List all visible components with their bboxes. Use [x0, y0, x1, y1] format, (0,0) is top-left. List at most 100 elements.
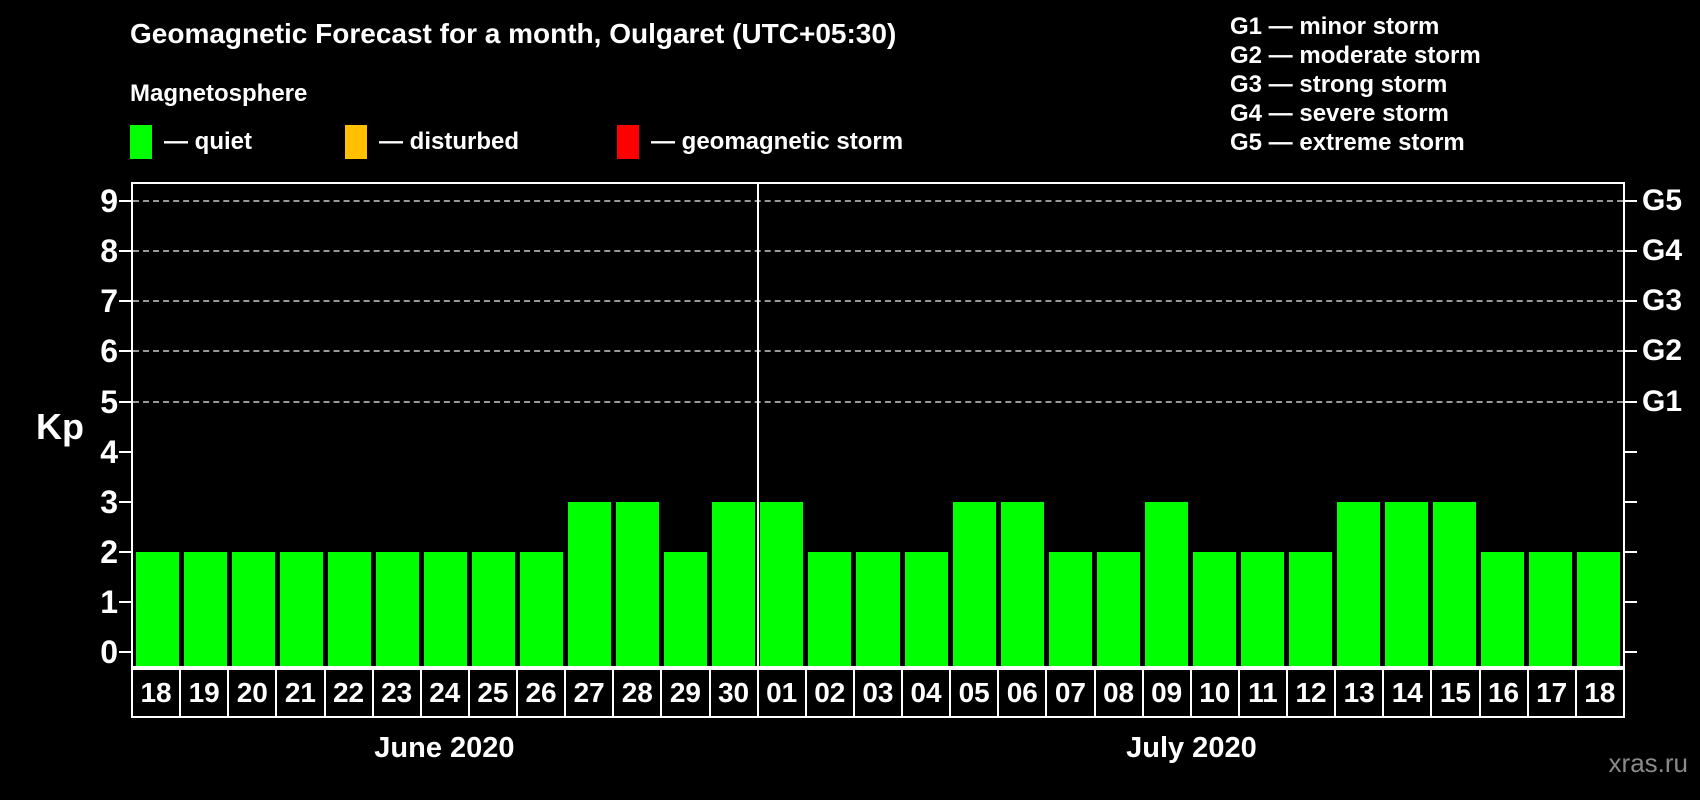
day-label-11: 11 — [1237, 668, 1288, 718]
y-tick-label-0: 0 — [100, 634, 118, 670]
legend-label-geomagnetic-storm: — geomagnetic storm — [651, 128, 904, 155]
kp-bar-18 — [1577, 551, 1621, 666]
day-label-14: 14 — [1382, 668, 1433, 718]
month-label-july: July 2020 — [1126, 732, 1257, 764]
left-tick-3 — [119, 500, 131, 503]
watermark: xras.ru — [1608, 748, 1688, 778]
kp-bar-13 — [1337, 501, 1381, 666]
day-label-23: 23 — [371, 668, 422, 718]
right-axis-label-g1: G1 — [1642, 384, 1683, 418]
right-tick-2 — [1625, 550, 1637, 553]
kp-bar-11 — [1240, 551, 1285, 666]
kp-bar-07 — [1048, 551, 1092, 666]
y-tick-label-8: 8 — [100, 233, 118, 270]
day-label-28: 28 — [612, 668, 663, 718]
plot-area — [131, 182, 1625, 668]
right-tick-3 — [1625, 500, 1637, 503]
left-tick-6 — [119, 350, 131, 353]
kp-bar-03 — [856, 551, 900, 666]
day-label-05: 05 — [949, 668, 1000, 718]
day-label-08: 08 — [1093, 668, 1144, 718]
month-divider-line — [756, 184, 759, 666]
left-tick-1 — [119, 600, 131, 603]
day-label-07: 07 — [1045, 668, 1096, 718]
gridline-kp-5 — [133, 400, 1623, 403]
kp-bar-08 — [1096, 551, 1140, 666]
kp-bar-25 — [471, 551, 515, 666]
kp-bar-22 — [327, 551, 371, 666]
legend-item-disturbed: — disturbed — [345, 124, 519, 160]
storm-color-swatch — [617, 125, 639, 159]
left-tick-9 — [119, 200, 131, 203]
day-label-25: 25 — [467, 668, 518, 718]
day-label-29: 29 — [660, 668, 711, 718]
day-label-06: 06 — [997, 668, 1048, 718]
day-label-09: 09 — [1141, 668, 1192, 718]
y-tick-label-1: 1 — [100, 583, 118, 620]
kp-bar-21 — [279, 551, 323, 666]
legend-label-disturbed: — disturbed — [379, 128, 520, 155]
kp-bar-30 — [712, 501, 756, 666]
day-label-21: 21 — [275, 668, 326, 718]
g-scale-legend: G1 — minor storm G2 — moderate storm G3 … — [1230, 12, 1481, 157]
y-tick-label-5: 5 — [100, 383, 118, 420]
kp-bar-20 — [231, 551, 275, 666]
gridline-kp-8 — [133, 250, 1623, 253]
g3-legend-line: G3 — strong storm — [1230, 71, 1448, 98]
g4-legend-line: G4 — severe storm — [1230, 100, 1449, 127]
kp-bar-23 — [375, 551, 419, 666]
kp-bar-12 — [1289, 551, 1333, 666]
g2-legend-line: G2 — moderate storm — [1230, 42, 1481, 69]
kp-bar-02 — [808, 551, 852, 666]
right-tick-9 — [1625, 200, 1637, 203]
day-label-12: 12 — [1286, 668, 1337, 718]
quiet-color-swatch — [130, 125, 152, 159]
gridline-kp-6 — [133, 350, 1623, 353]
day-label-27: 27 — [564, 668, 615, 718]
kp-bar-19 — [183, 551, 227, 666]
magnetosphere-label: Magnetosphere — [130, 80, 308, 107]
y-tick-label-2: 2 — [100, 533, 118, 570]
right-tick-5 — [1625, 400, 1637, 403]
kp-bar-01 — [760, 501, 804, 666]
left-tick-8 — [119, 250, 131, 253]
left-tick-2 — [119, 550, 131, 553]
right-axis-label-g2: G2 — [1642, 334, 1683, 368]
left-tick-4 — [119, 450, 131, 453]
kp-bar-14 — [1385, 501, 1429, 666]
kp-bar-27 — [568, 501, 612, 666]
kp-bar-18 — [135, 551, 179, 666]
month-label-june: June 2020 — [374, 732, 515, 764]
right-axis-label-g5: G5 — [1642, 184, 1683, 218]
left-tick-7 — [119, 300, 131, 303]
right-tick-0 — [1625, 651, 1637, 653]
day-label-17: 17 — [1526, 668, 1577, 718]
right-tick-1 — [1625, 600, 1637, 603]
day-label-13: 13 — [1334, 668, 1385, 718]
right-tick-8 — [1625, 250, 1637, 253]
day-label-19: 19 — [179, 668, 230, 718]
legend-label-quiet: — quiet — [164, 128, 252, 155]
y-tick-label-3: 3 — [100, 483, 118, 520]
day-label-22: 22 — [323, 668, 374, 718]
kp-bar-05 — [952, 501, 996, 666]
kp-bar-10 — [1192, 551, 1236, 666]
day-label-16: 16 — [1478, 668, 1529, 718]
kp-bar-24 — [423, 551, 467, 666]
day-label-30: 30 — [708, 668, 759, 718]
day-label-02: 02 — [804, 668, 855, 718]
left-tick-5 — [119, 400, 131, 403]
disturbed-color-swatch — [345, 125, 367, 159]
day-label-26: 26 — [516, 668, 567, 718]
left-tick-0 — [119, 651, 131, 653]
day-label-01: 01 — [756, 668, 807, 718]
right-tick-4 — [1625, 450, 1637, 453]
day-label-24: 24 — [419, 668, 470, 718]
gridline-kp-9 — [133, 200, 1623, 203]
y-tick-label-6: 6 — [100, 333, 118, 370]
y-tick-label-7: 7 — [100, 283, 118, 320]
day-label-03: 03 — [852, 668, 903, 718]
gridline-kp-7 — [133, 300, 1623, 303]
y-tick-label-4: 4 — [100, 433, 118, 470]
